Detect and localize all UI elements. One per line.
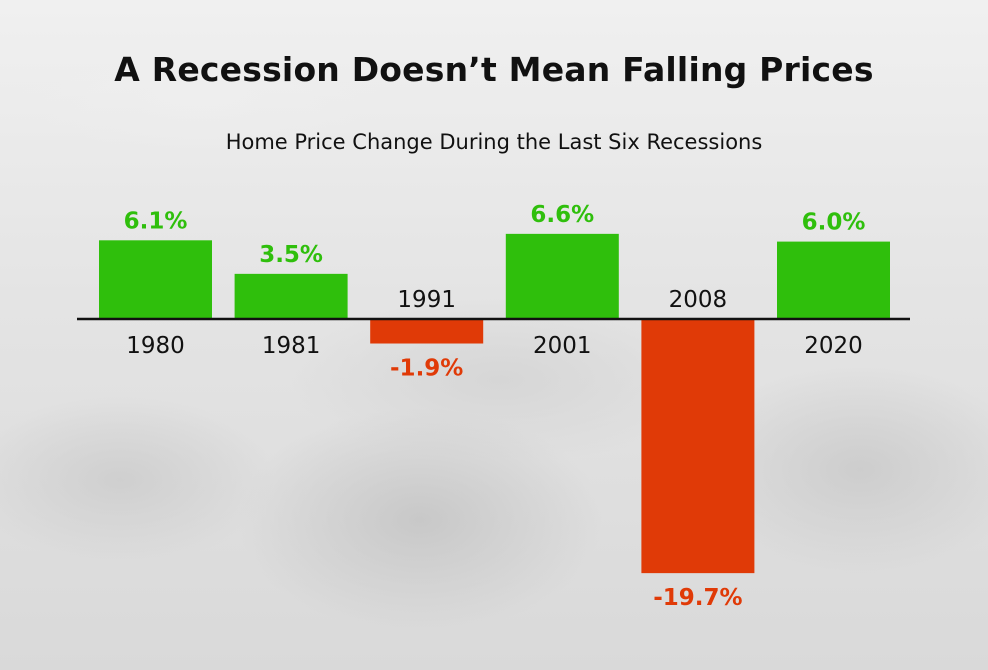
bar-2008 <box>641 319 755 574</box>
value-label-1980: 6.1% <box>124 208 188 234</box>
chart-subtitle: Home Price Change During the Last Six Re… <box>225 130 763 154</box>
category-label-1980: 1980 <box>126 333 185 359</box>
bars-layer <box>99 233 890 574</box>
bar-2020 <box>777 241 890 319</box>
bar-1991 <box>370 319 484 344</box>
value-label-2001: 6.6% <box>530 202 594 228</box>
category-label-2008: 2008 <box>669 287 728 313</box>
bar-2001 <box>505 233 619 319</box>
value-label-2008: -19.7% <box>653 585 742 611</box>
chart-title: A Recession Doesn’t Mean Falling Prices <box>114 50 874 89</box>
labels-layer: 6.1% 1980 3.5% 1981 -1.9% 1991 6.6% 2001 -19.7% 2… <box>124 202 866 611</box>
category-label-2020: 2020 <box>804 333 863 359</box>
bar-1981 <box>234 273 348 319</box>
category-label-1981: 1981 <box>262 333 321 359</box>
value-label-1981: 3.5% <box>259 242 323 268</box>
bar-1980 <box>99 240 212 319</box>
category-label-1991: 1991 <box>397 287 456 313</box>
category-label-2001: 2001 <box>533 333 592 359</box>
value-label-2020: 6.0% <box>802 210 866 236</box>
value-label-1991: -1.9% <box>390 356 463 382</box>
